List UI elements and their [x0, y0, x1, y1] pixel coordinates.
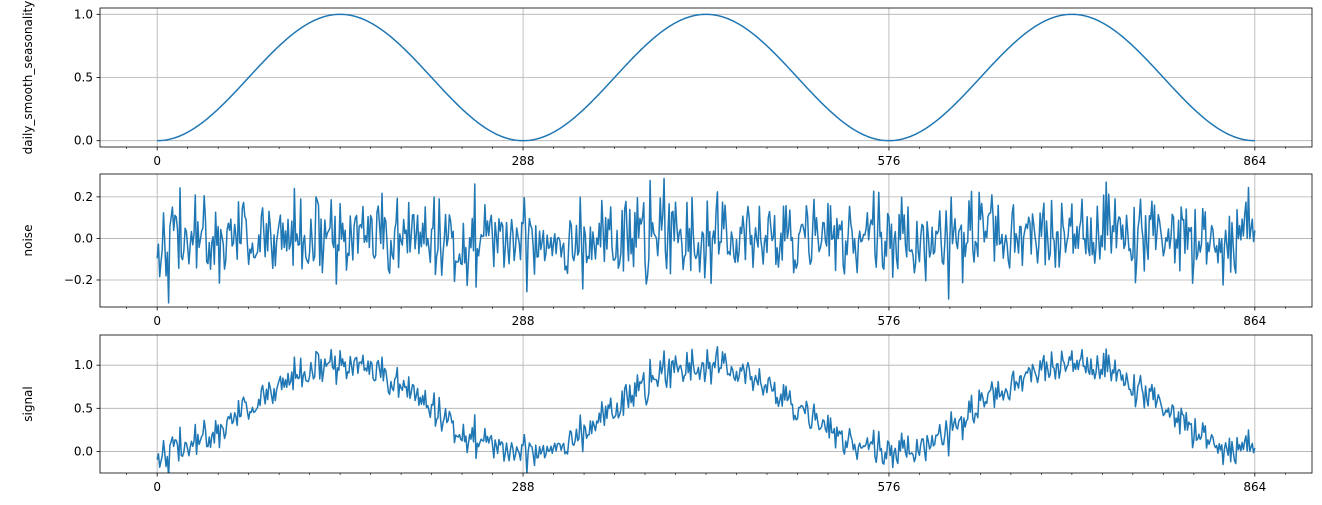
- x-tick-label: 576: [877, 154, 900, 168]
- y-tick-label: 0.0: [74, 134, 93, 148]
- y-tick-label: 1.0: [74, 358, 93, 372]
- x-tick-label: 0: [153, 314, 161, 328]
- x-tick-label: 288: [512, 480, 535, 494]
- y-tick-label: −0.2: [64, 273, 93, 287]
- y-axis-label: signal: [21, 386, 35, 422]
- x-tick-label: 0: [153, 480, 161, 494]
- y-tick-label: 0.2: [74, 190, 93, 204]
- x-tick-label: 864: [1243, 314, 1266, 328]
- x-tick-label: 288: [512, 154, 535, 168]
- signal-panel: 0 288 576 864 0.0 0.5 1.0 signal: [21, 334, 1313, 494]
- x-tick-label: 864: [1243, 154, 1266, 168]
- y-axis-label: noise: [21, 225, 35, 257]
- series-line: [156, 345, 1256, 473]
- series-line: [156, 177, 1256, 304]
- series-line: [157, 13, 1255, 142]
- x-tick-label: 576: [877, 314, 900, 328]
- x-tick-label: 0: [153, 154, 161, 168]
- y-tick-label: 1.0: [74, 7, 93, 21]
- x-tick-label: 576: [877, 480, 900, 494]
- y-tick-label: 0.0: [74, 444, 93, 458]
- x-tick-label: 288: [512, 314, 535, 328]
- seasonality-panel: 0 288 576 864 0.0 0.5 1.0 daily_smooth_seasonal…: [21, 1, 1313, 168]
- y-axis-label: daily_smooth_seasonality: [21, 1, 35, 155]
- y-tick-label: 0.0: [74, 231, 93, 245]
- axes-frame: [99, 334, 1313, 474]
- noise-panel: 0 288 576 864 −0.2 0.0 0.2 noise: [21, 173, 1313, 328]
- x-tick-label: 864: [1243, 480, 1266, 494]
- y-tick-label: 0.5: [74, 71, 93, 85]
- y-tick-label: 0.5: [74, 401, 93, 415]
